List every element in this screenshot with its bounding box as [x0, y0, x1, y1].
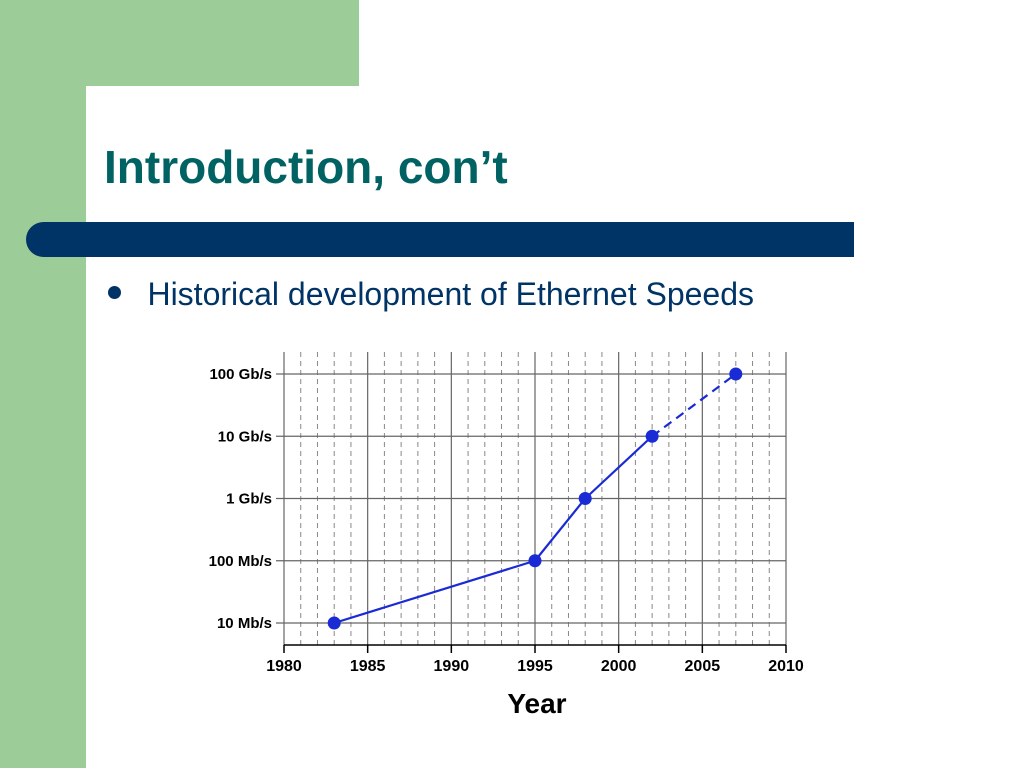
data-point — [729, 367, 743, 381]
chart-svg: 10 Mb/s 100 Mb/s 1 Gb/s 10 Gb/s 100 Gb/s 1980… — [209, 352, 804, 719]
bullet-text: Historical development of Ethernet Speed… — [147, 276, 755, 312]
x-tick-label: 1995 — [517, 658, 553, 675]
top-decor-band — [0, 0, 359, 86]
x-tick-label: 2000 — [601, 658, 637, 675]
data-point — [645, 429, 659, 443]
series-segment-projected — [651, 373, 737, 438]
series-segment — [534, 497, 587, 562]
y-tick-label: 10 Mb/s — [217, 615, 272, 632]
data-point — [528, 554, 542, 568]
bullet-item: Historical development of Ethernet Speed… — [108, 276, 754, 313]
slide-title: Introduction, con’t — [104, 141, 508, 193]
y-tick-label: 100 Mb/s — [209, 553, 272, 570]
x-tick-label: 1980 — [266, 658, 302, 675]
series-segment — [333, 559, 536, 625]
x-tick-label: 1985 — [350, 658, 386, 675]
x-tick-label: 2010 — [768, 658, 804, 675]
x-tick-label: 2005 — [685, 658, 721, 675]
data-point — [578, 492, 592, 505]
ethernet-speed-chart: 10 Mb/s 100 Mb/s 1 Gb/s 10 Gb/s 100 Gb/s 1980… — [170, 340, 830, 730]
y-tick-label: 100 Gb/s — [209, 366, 272, 383]
y-tick-label: 10 Gb/s — [218, 428, 272, 445]
bullet-dot-icon — [108, 286, 121, 299]
title-underline-bar — [26, 222, 854, 257]
content-panel — [86, 86, 1024, 768]
data-point — [327, 616, 341, 630]
x-tick-label: 1990 — [434, 658, 470, 675]
y-tick-label: 1 Gb/s — [226, 491, 272, 508]
x-axis-label: Year — [507, 688, 566, 719]
series-segment — [584, 435, 653, 500]
left-decor-band — [0, 0, 86, 768]
